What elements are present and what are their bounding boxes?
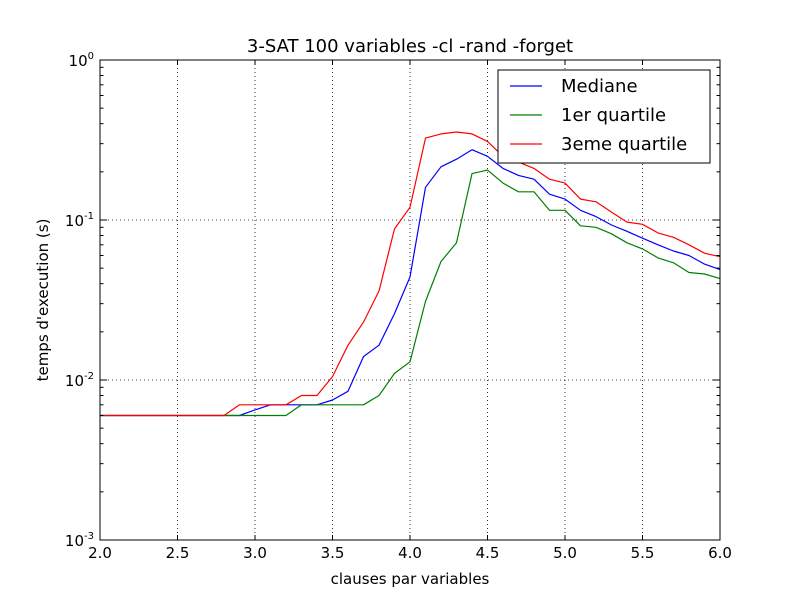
x-tick-label: 2.5 xyxy=(166,544,190,562)
x-axis-label: clauses par variables xyxy=(331,570,490,588)
ticks xyxy=(99,59,721,541)
y-tick-label: 10-2 xyxy=(65,371,94,390)
y-tick-label: 100 xyxy=(69,51,94,70)
chart-title: 3-SAT 100 variables -cl -rand -forget xyxy=(247,36,573,57)
legend-label-3eme-quartile: 3eme quartile xyxy=(561,134,687,155)
x-tick-label: 6.0 xyxy=(708,544,732,562)
x-tick-label: 4.5 xyxy=(476,544,500,562)
tick-labels: 2.0 2.5 3.0 3.5 4.0 4.5 5.0 5.5 6.0 10-3 10-2 10-1 1… xyxy=(65,51,732,562)
x-tick-label: 3.5 xyxy=(321,544,345,562)
x-tick-label: 5.0 xyxy=(553,544,577,562)
legend-label-mediane: Mediane xyxy=(561,76,638,97)
series-lines xyxy=(100,131,721,417)
y-tick-label: 10-3 xyxy=(65,531,94,550)
x-tick-label: 4.0 xyxy=(398,544,422,562)
x-tick-label: 2.0 xyxy=(88,544,112,562)
legend-label-1er-quartile: 1er quartile xyxy=(561,105,666,126)
series-line-3eme-quartile xyxy=(100,131,721,417)
x-tick-label: 3.0 xyxy=(243,544,267,562)
y-axis-label: temps d'execution (s) xyxy=(34,219,52,382)
y-tick-label: 10-1 xyxy=(65,211,94,230)
x-tick-label: 5.5 xyxy=(631,544,655,562)
legend: Mediane 1er quartile 3eme quartile xyxy=(497,69,711,164)
